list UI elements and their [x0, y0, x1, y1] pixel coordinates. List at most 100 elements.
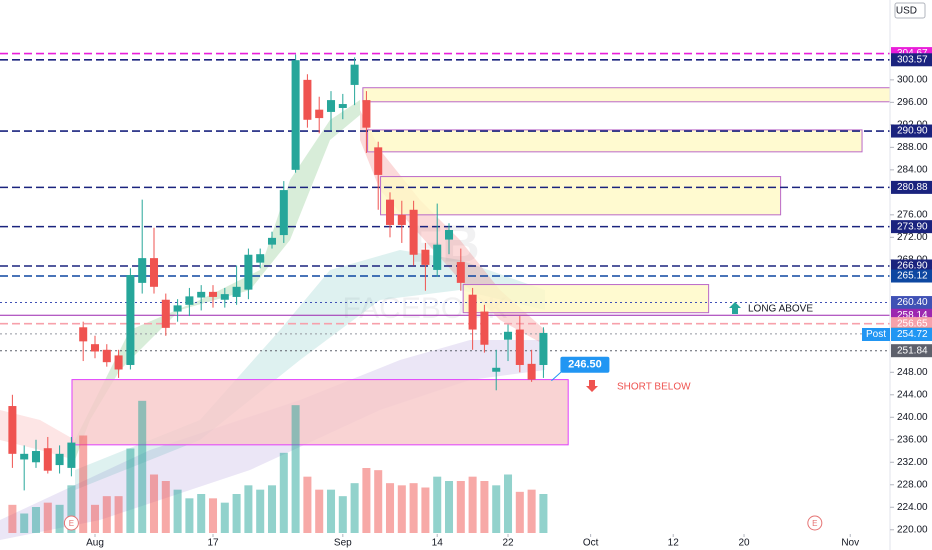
- volume-bar: [409, 483, 418, 533]
- long-note: LONG ABOVE: [748, 304, 813, 315]
- candle-body: [173, 305, 182, 312]
- candle-body: [149, 258, 159, 287]
- candle-body: [326, 100, 336, 112]
- candle-body: [397, 214, 406, 225]
- volume-bar: [232, 494, 241, 533]
- y-tick-label: 284.00: [897, 164, 928, 175]
- level-label: 303.57: [897, 54, 928, 65]
- level-label: 258.14: [897, 310, 928, 321]
- y-tick-label: 276.00: [897, 209, 928, 220]
- candle-body: [43, 448, 52, 471]
- candle-body: [315, 109, 324, 119]
- level-label: 280.88: [897, 182, 928, 193]
- volume-bar: [67, 485, 76, 533]
- y-tick-label: 232.00: [897, 457, 928, 468]
- volume-bar: [362, 468, 371, 533]
- volume-bar: [8, 504, 17, 533]
- level-label-box: [891, 327, 932, 341]
- volume-bar: [527, 489, 536, 533]
- volume-bar: [185, 498, 194, 533]
- callout-label: 246.50: [568, 359, 602, 371]
- level-label-box: [891, 296, 932, 310]
- volume-bar: [480, 481, 489, 533]
- volume-bar: [161, 481, 170, 533]
- ribbon: [0, 410, 75, 460]
- volume-bar: [43, 502, 52, 533]
- candle-body: [220, 294, 229, 300]
- zone: [380, 176, 782, 216]
- short-note: SHORT BELOW: [617, 382, 691, 393]
- callout-box: [560, 356, 610, 373]
- candle-body: [492, 367, 501, 372]
- candle-body: [291, 60, 300, 170]
- earnings-marker[interactable]: [807, 515, 823, 531]
- volume-bar: [421, 487, 430, 533]
- volume-bar: [20, 513, 29, 533]
- x-tick-label: 14: [432, 538, 444, 549]
- earnings-label[interactable]: E: [812, 519, 817, 528]
- candle-body: [55, 453, 64, 466]
- callout-pointer: [551, 371, 562, 382]
- level-label: 254.72: [897, 329, 928, 340]
- candle-body: [338, 104, 347, 108]
- y-tick-label: 272.00: [897, 232, 928, 243]
- candle-body: [374, 147, 383, 175]
- level-label: 290.90: [897, 126, 928, 137]
- volume-bar: [79, 435, 88, 533]
- volume-bar: [149, 474, 159, 533]
- candle-body: [79, 327, 88, 342]
- y-tick-label: 248.00: [897, 367, 928, 378]
- y-tick-label: 224.00: [897, 502, 928, 513]
- currency[interactable]: USD: [896, 6, 917, 17]
- volume-bar: [90, 504, 100, 533]
- level-label-box: [891, 180, 932, 194]
- level-label-box: [891, 317, 932, 331]
- x-tick-label: Nov: [841, 538, 859, 549]
- candle-body: [385, 199, 395, 225]
- volume-bar: [31, 507, 41, 533]
- zone: [71, 379, 569, 446]
- volume-bar: [256, 489, 265, 533]
- candle-body: [208, 291, 218, 297]
- volume-bar: [267, 485, 277, 533]
- y-tick-label: 244.00: [897, 389, 928, 400]
- volume-bar: [338, 496, 347, 533]
- level-tag-box: [862, 327, 890, 341]
- volume-bar: [291, 405, 300, 533]
- volume-bar: [303, 476, 312, 533]
- currency-box[interactable]: [894, 2, 926, 19]
- currency-button[interactable]: USD: [894, 2, 926, 19]
- volume-bar: [397, 485, 406, 533]
- level-label: 273.90: [897, 221, 928, 232]
- volume-bar: [208, 498, 218, 533]
- volume-bar: [197, 494, 206, 533]
- volume-bar: [173, 489, 182, 533]
- earnings-marker[interactable]: [63, 515, 79, 531]
- candle-body: [138, 258, 147, 283]
- candle-body: [480, 311, 489, 345]
- volume-bar: [126, 448, 135, 533]
- volume-bar: [515, 491, 524, 533]
- candle-body: [504, 331, 513, 340]
- candle-body: [515, 329, 524, 365]
- volume-bar: [102, 496, 111, 533]
- volume-bar: [374, 470, 383, 533]
- zone: [367, 129, 863, 153]
- candle-body: [90, 344, 100, 352]
- volume-bar: [385, 483, 395, 533]
- candle-body: [267, 237, 277, 245]
- y-tick-label: 236.00: [897, 434, 928, 445]
- candle-body: [445, 230, 454, 240]
- short-arrow: [586, 380, 598, 392]
- volume-bar: [350, 483, 359, 533]
- candle-body: [20, 453, 29, 460]
- candle-body: [362, 100, 371, 128]
- x-tick-label: Aug: [86, 538, 104, 549]
- candle-body: [350, 64, 359, 85]
- candle-body: [409, 209, 418, 255]
- candle-body: [244, 254, 253, 290]
- x-tick-label: 17: [207, 538, 219, 549]
- volume-bar: [468, 476, 477, 533]
- earnings-label[interactable]: E: [69, 519, 74, 528]
